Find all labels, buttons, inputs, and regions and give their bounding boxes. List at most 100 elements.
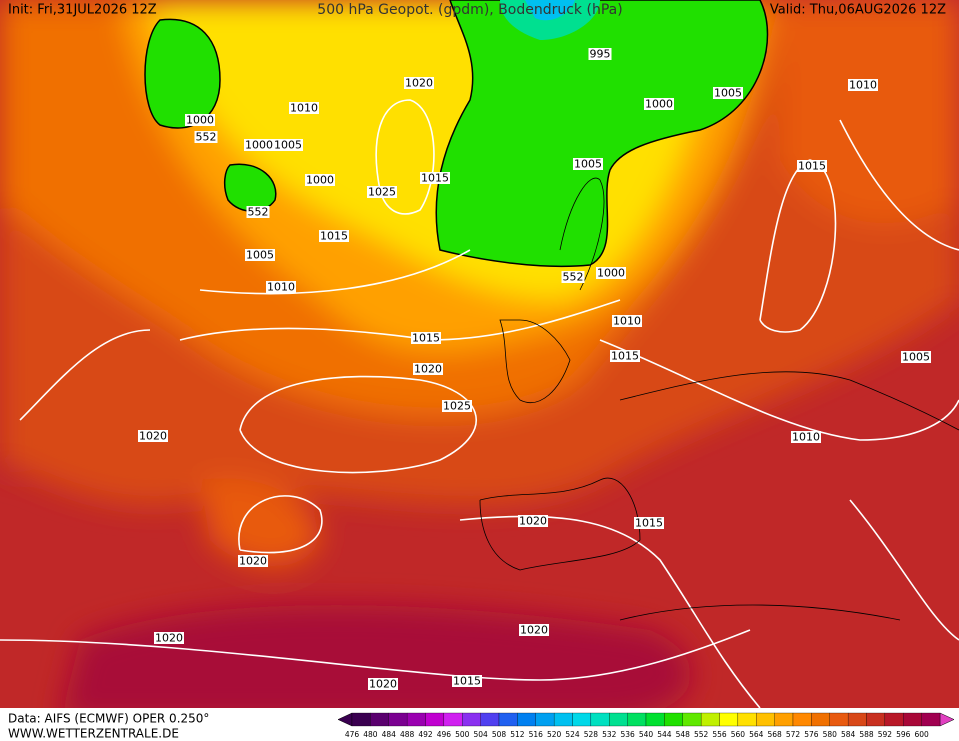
- isobar-label-bg: [413, 363, 443, 375]
- isobar-label: 1015: [635, 517, 663, 530]
- isobar-label-bg: [289, 102, 319, 114]
- scale-label: 544: [657, 730, 672, 739]
- isobar-label: 1020: [139, 430, 167, 443]
- isobar-label-bg: [238, 555, 268, 567]
- isobar-label-bg: [573, 158, 603, 170]
- scale-swatch: [370, 712, 389, 727]
- isobar-label: 1015: [412, 332, 440, 345]
- scale-label: 536: [620, 730, 635, 739]
- scale-label: 588: [859, 730, 874, 739]
- isobar-label: 1025: [368, 186, 396, 199]
- isobar-label: 1020: [155, 632, 183, 645]
- isobar-label: 1000: [597, 267, 625, 280]
- scale-label: 520: [547, 730, 562, 739]
- isobar-label-bg: [644, 98, 674, 110]
- scale-label: 556: [712, 730, 727, 739]
- scale-label: 516: [529, 730, 544, 739]
- isobar-label: 552: [196, 131, 217, 144]
- scale-swatch: [884, 712, 904, 727]
- scale-swatch: [756, 712, 775, 727]
- isobar-label-bg: [154, 632, 184, 644]
- isobar-label-bg: [244, 139, 274, 151]
- scale-label: 560: [731, 730, 746, 739]
- isobar-label: 1005: [274, 139, 302, 152]
- isobar-label: 1000: [645, 98, 673, 111]
- scale-swatch: [847, 712, 867, 727]
- isobar-label-bg: [246, 206, 270, 218]
- scale-label: 564: [749, 730, 764, 739]
- isobar-label-bg: [194, 131, 218, 143]
- isobar-label-bg: [185, 114, 215, 126]
- isobar-label-bg: [797, 160, 827, 172]
- scale-swatch: [737, 712, 757, 727]
- scale-label: 552: [694, 730, 709, 739]
- isobar-label-bg: [305, 174, 335, 186]
- map-title: 500 hPa Geopot. (gpdm), Bodendruck (hPa): [317, 2, 622, 18]
- scale-swatch: [517, 712, 536, 727]
- scale-swatch: [645, 712, 665, 727]
- scale-swatch: [700, 712, 720, 727]
- isobar-label: 1000: [245, 139, 273, 152]
- scale-swatch: [903, 712, 922, 727]
- isobar-label-bg: [404, 77, 434, 89]
- isobar-label: 1005: [246, 249, 274, 262]
- scale-swatch: [792, 712, 812, 727]
- valid-time: Valid: Thu,06AUG2026 12Z: [770, 3, 946, 18]
- isobar-label-bg: [273, 139, 303, 151]
- scale-label: 504: [473, 730, 488, 739]
- isobar-label-bg: [368, 678, 398, 690]
- isobar-label: 1015: [421, 172, 449, 185]
- isobar-label: 1015: [611, 350, 639, 363]
- isobar-label-bg: [319, 230, 349, 242]
- scale-label: 580: [823, 730, 838, 739]
- scale-label: 508: [492, 730, 507, 739]
- isobar-label-bg: [518, 515, 548, 527]
- scale-label: 484: [382, 730, 397, 739]
- scale-label: 528: [584, 730, 599, 739]
- scale-label: 512: [510, 730, 525, 739]
- website: WWW.WETTERZENTRALE.DE: [8, 727, 179, 741]
- scale-swatch: [811, 712, 830, 727]
- scale-swatch: [462, 712, 481, 727]
- init-time: Init: Fri,31JUL2026 12Z: [8, 3, 157, 18]
- isobar-label-bg: [610, 350, 640, 362]
- scale-swatch: [590, 712, 610, 727]
- isobar-label: 1000: [186, 114, 214, 127]
- scale-label: 584: [841, 730, 856, 739]
- scale-label: 476: [345, 730, 360, 739]
- isobar-label: 1015: [798, 160, 826, 173]
- isobar-label: 1010: [792, 431, 820, 444]
- scale-label: 572: [786, 730, 801, 739]
- scale-label: 524: [565, 730, 580, 739]
- isobar-label-bg: [848, 79, 878, 91]
- isobar-label: 1000: [306, 174, 334, 187]
- scale-swatch: [664, 712, 683, 727]
- isobar-label: 552: [563, 271, 584, 284]
- isobar-label: 1020: [405, 77, 433, 90]
- scale-swatch: [480, 712, 500, 727]
- scale-label: 500: [455, 730, 470, 739]
- scale-label: 496: [437, 730, 452, 739]
- scale-swatch: [829, 712, 849, 727]
- scale-label: 532: [602, 730, 617, 739]
- isobar-label: 1010: [290, 102, 318, 115]
- isobar-label-bg: [138, 430, 168, 442]
- data-source: Data: AIFS (ECMWF) OPER 0.250°: [8, 712, 209, 726]
- scale-label: 568: [767, 730, 782, 739]
- isobar-label: 1020: [520, 624, 548, 637]
- isobar-label-bg: [791, 431, 821, 443]
- isobar-label: 1015: [453, 675, 481, 688]
- isobar-label-bg: [442, 400, 472, 412]
- scale-swatch: [406, 712, 426, 727]
- scale-swatch: [553, 712, 573, 727]
- isobar-label-bg: [452, 675, 482, 687]
- scale-end-right: [939, 712, 955, 727]
- isobar-label-bg: [266, 281, 296, 293]
- scale-label: 596: [896, 730, 911, 739]
- scale-label: 492: [418, 730, 433, 739]
- scale-swatch: [443, 712, 463, 727]
- isobar-label: 1005: [714, 87, 742, 100]
